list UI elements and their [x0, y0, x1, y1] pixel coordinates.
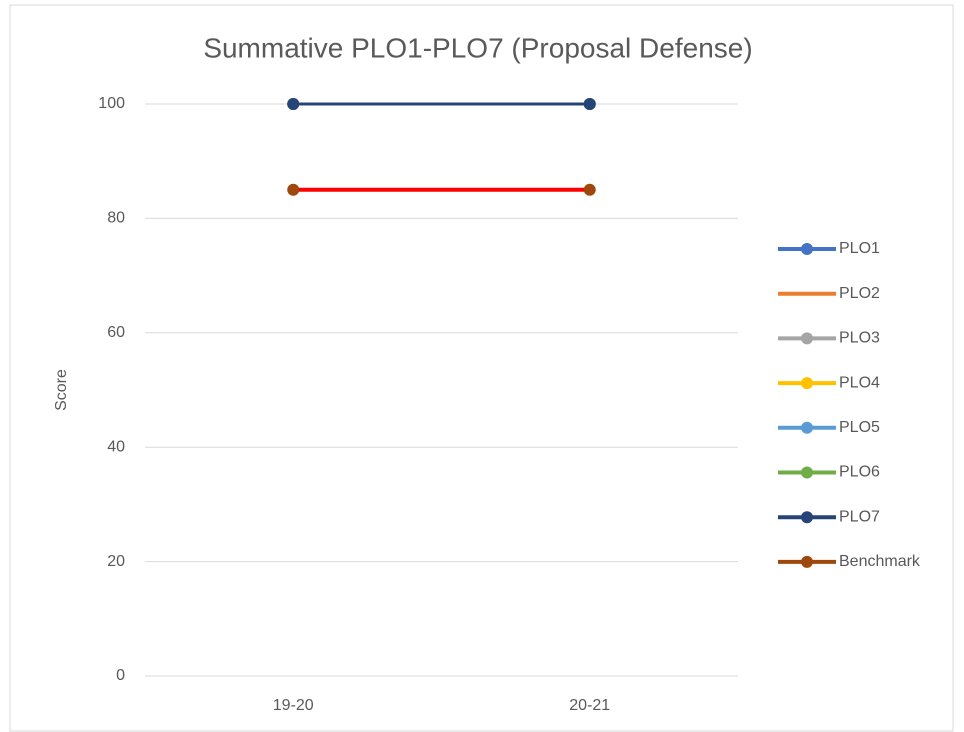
legend-label: PLO5 [839, 419, 880, 436]
series-marker [583, 98, 596, 110]
legend-marker [801, 466, 813, 479]
legend-marker [801, 511, 813, 524]
legend-marker [801, 421, 813, 434]
y-axis-label: Score [53, 369, 70, 411]
legend-label: Benchmark [839, 553, 921, 570]
legend-label: PLO2 [839, 285, 880, 302]
legend-label: PLO3 [839, 330, 880, 347]
legend-marker [801, 332, 813, 345]
legend-marker [801, 243, 813, 255]
legend-marker [801, 555, 813, 568]
y-tick-label: 100 [98, 95, 125, 112]
y-tick-label: 40 [107, 438, 125, 455]
y-tick-label: 0 [116, 667, 125, 684]
y-tick-label: 80 [107, 210, 125, 227]
legend-marker [801, 377, 813, 390]
series-marker [287, 183, 300, 196]
legend-label: PLO1 [839, 240, 880, 257]
legend-label: PLO7 [839, 508, 880, 525]
y-tick-label: 20 [107, 553, 125, 570]
x-tick-label: 20-21 [569, 697, 610, 714]
y-tick-label: 60 [107, 324, 125, 341]
series-marker [287, 98, 300, 110]
chart-title: Summative PLO1-PLO7 (Proposal Defense) [203, 32, 752, 63]
chart-border [9, 4, 954, 732]
x-tick-label: 19-20 [273, 697, 314, 714]
legend-label: PLO4 [839, 374, 880, 391]
series-marker [583, 183, 596, 196]
legend-label: PLO6 [839, 464, 880, 481]
